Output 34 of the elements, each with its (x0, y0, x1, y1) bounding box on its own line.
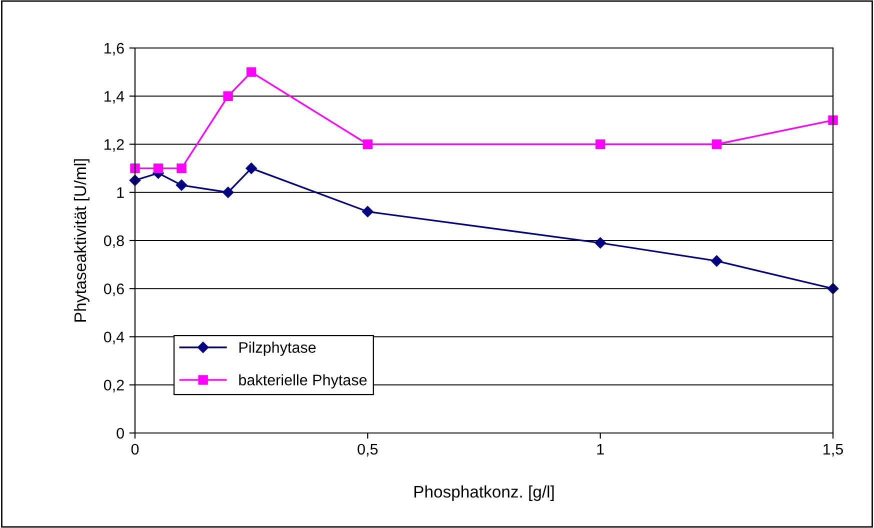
y-tick-label: 1,6 (104, 42, 124, 56)
y-tick-label: 1 (117, 187, 124, 198)
point (362, 139, 373, 150)
point (129, 174, 141, 186)
y-tick-label: 1,4 (104, 91, 124, 104)
point (362, 206, 374, 218)
x-tick-label: 0,5 (358, 444, 378, 456)
y-tick-label: 0,2 (104, 380, 124, 392)
x-axis-title: Phosphatkonz. [g/l] (414, 485, 554, 501)
point (246, 162, 257, 174)
y-tick-label: 0,4 (104, 332, 124, 344)
point (712, 139, 722, 150)
x-tick-label: 1,5 (824, 444, 843, 456)
point (176, 180, 188, 191)
legend-label: bakterielle Phytase (239, 374, 367, 388)
point (222, 186, 234, 198)
y-tick-label: 0,6 (104, 283, 124, 296)
point (130, 163, 140, 174)
point (828, 115, 838, 126)
point (711, 255, 722, 267)
point (595, 139, 606, 150)
x-tick-label: 0 (131, 444, 139, 455)
y-tick-label: 0 (116, 428, 124, 439)
point (223, 91, 233, 101)
y-tick-label: 0,8 (104, 235, 124, 248)
point (594, 237, 606, 249)
point (176, 163, 186, 174)
point (246, 67, 256, 77)
legend-label: Pilzphytase (239, 342, 316, 356)
y-axis-title: Phytaseaktivität [U/ml] (74, 159, 90, 322)
y-tick-label: 1,2 (104, 139, 124, 152)
point (827, 283, 839, 294)
point (153, 163, 164, 174)
x-tick-label: 1 (597, 444, 604, 454)
